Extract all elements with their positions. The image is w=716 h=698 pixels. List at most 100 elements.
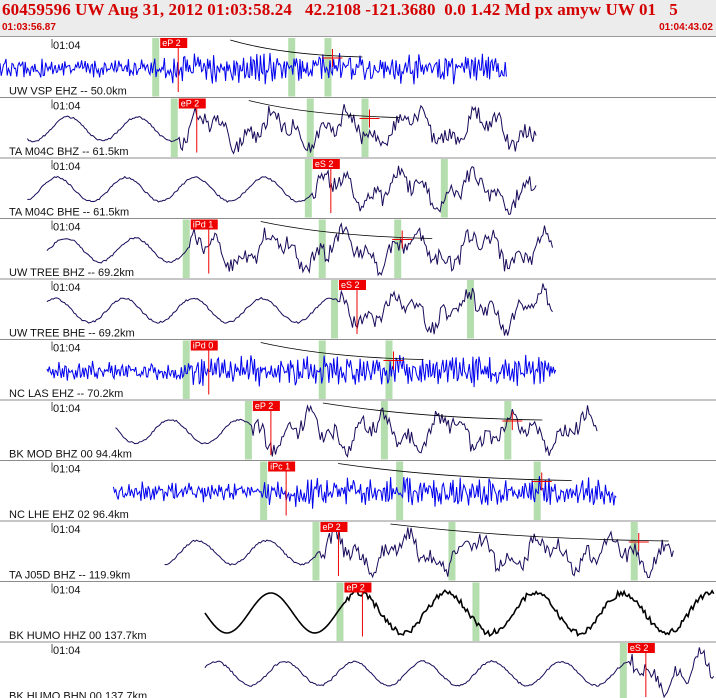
station-label: TA M04C BHZ -- 61.5km [9, 146, 129, 158]
phase-pick-flag[interactable] [190, 219, 218, 230]
phase-pick-label: eS 2 [630, 643, 649, 653]
phase-pick-flag[interactable] [312, 159, 340, 169]
phase-pick-flag[interactable] [268, 461, 296, 472]
time-window-band [448, 522, 456, 581]
time-tick-label: 01:04 [53, 524, 81, 536]
time-window-band [182, 219, 190, 278]
phase-pick-flag[interactable] [338, 280, 366, 290]
time-window-band [182, 340, 190, 399]
waveform-trace [112, 476, 617, 509]
phase-pick-label: eS 2 [315, 159, 334, 169]
waveform-trace [204, 589, 715, 638]
time-window-band [394, 219, 402, 278]
time-window-band [336, 582, 344, 641]
coda-curve [338, 463, 572, 481]
station-label: UW TREE BHZ -- 69.2km [9, 267, 134, 279]
time-window-band [170, 98, 178, 157]
station-label: NC LAS EHZ -- 70.2km [9, 388, 123, 400]
phase-pick-flag[interactable] [160, 38, 188, 48]
phase-pick-label: eP 2 [346, 583, 364, 593]
station-label: TA M04C BHE -- 61.5km [9, 207, 129, 219]
time-tick-label: 01:04 [53, 161, 81, 173]
station-label: BK MOD BHZ 00 94.4km [9, 449, 132, 461]
phase-pick-label: iPc 1 [270, 462, 290, 472]
phase-pick-flag[interactable] [178, 98, 206, 109]
time-tick-label: 01:04 [53, 585, 81, 597]
phase-pick-flag[interactable] [252, 401, 280, 411]
time-window-band [466, 280, 474, 339]
waveform-trace [0, 52, 507, 85]
trace-row: 01:04 iPc 1 NC LHE EHZ 02 96.4km [0, 461, 716, 522]
time-tick-label: 01:04 [53, 343, 81, 355]
time-window-band [312, 522, 320, 581]
waveform-trace [164, 525, 674, 579]
time-window-band [380, 401, 388, 460]
event-header: 60459596 UW Aug 31, 2012 01:03:58.24 42.… [0, 0, 716, 37]
waveform-trace [26, 104, 537, 155]
time-window-band [324, 38, 332, 97]
time-window-band [361, 98, 369, 157]
coda-curve [248, 100, 400, 118]
phase-pick-label: eP 2 [322, 522, 340, 532]
trace-row: 01:04 eP 2 TA M04C BHZ -- 61.5km [0, 98, 716, 159]
end-time-label: 01:04:43.02 [659, 22, 713, 33]
trace-row: 01:04 eP 2 BK MOD BHZ 00 94.4km [0, 401, 716, 461]
phase-pick-label: eP 2 [181, 99, 199, 109]
phase-pick-flag[interactable] [344, 582, 372, 593]
coda-curve [260, 342, 424, 360]
time-tick-label: 01:04 [53, 40, 81, 52]
waveform-trace [46, 283, 553, 336]
phase-pick-label: eP 2 [255, 401, 273, 411]
time-tick-label: 01:04 [53, 464, 81, 476]
trace-row: 01:04 iPd 1 UW TREE BHZ -- 69.2km [0, 219, 716, 280]
coda-curve [390, 523, 669, 542]
trace-row: 01:04 eS 2 TA M04C BHE -- 61.5km [0, 159, 716, 219]
time-window-band [304, 159, 312, 218]
station-label: UW VSP EHZ -- 50.0km [9, 86, 127, 98]
trace-row: 01:04 eS 2 UW TREE BHE -- 69.2km [0, 280, 716, 340]
seismogram-panel: 01:04 eP 2 UW VSP EHZ -- 50.0km 01:04 eP 2 TA… [0, 38, 716, 698]
station-label: BK HUMO HHZ 00 137.7km [9, 630, 147, 642]
coda-curve [260, 221, 433, 239]
start-time-label: 01:03:56.87 [2, 22, 56, 33]
phase-pick-label: iPd 0 [193, 341, 214, 351]
trace-row: 01:04 eS 2 BK HUMO BHN 00 137.7km [9, 643, 715, 698]
time-window-band [440, 159, 448, 218]
time-tick-label: 01:04 [53, 282, 81, 294]
time-window-band [385, 340, 393, 399]
time-tick-label: 01:04 [53, 222, 81, 234]
phase-pick-flag[interactable] [320, 522, 348, 532]
time-tick-label: 01:04 [53, 645, 81, 657]
time-window-band [330, 280, 338, 339]
trace-row: 01:04 iPd 0 NC LAS EHZ -- 70.2km [0, 340, 716, 401]
phase-pick-label: iPd 1 [193, 220, 214, 230]
event-title: 60459596 UW Aug 31, 2012 01:03:58.24 42.… [2, 0, 678, 19]
waveform-trace [204, 647, 715, 698]
waveform-trace [46, 354, 557, 388]
time-window-band [472, 582, 480, 641]
phase-pick-label: eP 2 [162, 38, 180, 48]
coda-curve [230, 39, 363, 58]
time-tick-label: 01:04 [53, 101, 81, 113]
time-tick-label: 01:04 [53, 403, 81, 415]
waveform-trace [27, 165, 537, 216]
station-label: TA J05D BHZ -- 119.9km [9, 570, 130, 582]
phase-pick-flag[interactable] [627, 643, 655, 653]
station-label: BK HUMO BHN 00 137.7km [9, 691, 147, 698]
phase-pick-label: eS 2 [341, 280, 360, 290]
trace-row: 01:04 eP 2 TA J05D BHZ -- 119.9km [0, 522, 716, 582]
time-window-band [619, 643, 627, 698]
time-window-band [504, 401, 512, 460]
time-window-band [244, 401, 252, 460]
trace-row: 01:04 eP 2 UW VSP EHZ -- 50.0km [0, 38, 716, 98]
time-window-band [533, 461, 541, 520]
phase-pick-flag[interactable] [190, 340, 218, 351]
trace-row: 01:04 eP 2 BK HUMO HHZ 00 137.7km [0, 582, 716, 643]
time-window-band [318, 340, 326, 399]
station-label: UW TREE BHE -- 69.2km [9, 328, 135, 340]
station-label: NC LHE EHZ 02 96.4km [9, 509, 129, 521]
waveform-trace [115, 404, 598, 458]
time-window-band [306, 98, 314, 157]
time-window-band [396, 461, 404, 520]
waveform-trace [46, 222, 553, 277]
